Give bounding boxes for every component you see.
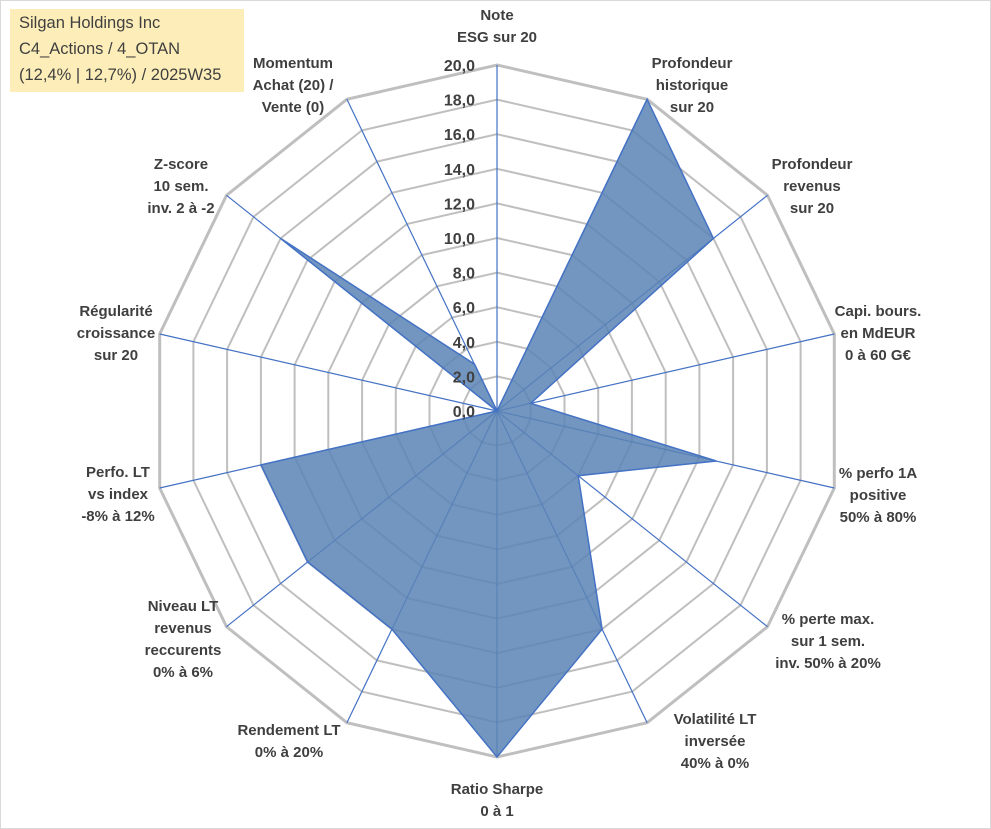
axis-label-line: Achat (20) /: [253, 77, 335, 94]
axis-label: Momentum Achat (20) / Vente (0): [253, 55, 335, 116]
axis-label: Ratio Sharpe 0 à 1: [451, 781, 544, 820]
title-line-period: (12,4% | 12,7%) / 2025W35: [19, 66, 222, 84]
axis-label-line: 40% à 0%: [681, 755, 749, 772]
axis-label-line: 10 sem.: [153, 178, 208, 195]
axis-label: % perte max. sur 1 sem. inv. 50% à 20%: [775, 611, 881, 672]
axis-label: Rendement LT 0% à 20%: [237, 722, 340, 761]
axis-label-line: 0 à 1: [480, 803, 513, 820]
axis-label-line: en MdEUR: [841, 325, 916, 342]
axis-label: Note ESG sur 20: [457, 7, 537, 46]
tick-label: 4,0: [453, 335, 475, 352]
axis-label-line: Z-score: [154, 156, 208, 173]
title-line-company: Silgan Holdings Inc: [19, 14, 161, 32]
tick-label: 16,0: [444, 127, 475, 144]
axis-label-line: inv. 2 à -2: [147, 200, 214, 217]
axis-label-line: revenus: [783, 178, 841, 195]
axis-spoke: [496, 333, 835, 412]
axis-label-line: Profondeur: [772, 156, 853, 173]
tick-label: 14,0: [444, 162, 475, 179]
axis-label-line: sur 20: [670, 99, 714, 116]
axis-label-line: % perte max.: [782, 611, 875, 628]
axis-label-line: historique: [656, 77, 729, 94]
axis-label-line: sur 20: [94, 347, 138, 364]
series-area: [259, 97, 717, 759]
axis-label: Capi. bours. en MdEUR 0 à 60 G€: [835, 303, 922, 364]
axis-label-line: Rendement LT: [237, 722, 340, 739]
axis-label-line: Régularité: [79, 303, 152, 320]
radial-tick-labels: 0,0 2,0 4,0 6,0 8,0 10,0 12,0 14,0 16,0 18,0 20,0: [444, 58, 475, 421]
axis-label-line: positive: [850, 487, 907, 504]
axis-label-line: Vente (0): [262, 99, 325, 116]
axis-label-line: -8% à 12%: [81, 508, 154, 525]
axis-label-line: Note: [480, 7, 513, 24]
axis-label: Profondeur historique sur 20: [652, 55, 733, 116]
axis-label-line: sur 20: [790, 200, 834, 217]
axis-label-line: vs index: [88, 486, 149, 503]
axis-label: Régularité croissance sur 20: [77, 303, 155, 364]
axis-label-line: 0 à 60 G€: [845, 347, 912, 364]
axis-label-line: Capi. bours.: [835, 303, 922, 320]
radar-series: [259, 97, 717, 759]
axis-label-line: 0% à 6%: [153, 664, 213, 681]
axis-label-line: % perfo 1A: [839, 465, 918, 482]
axis-label-line: croissance: [77, 325, 155, 342]
axis-label-line: 50% à 80%: [840, 509, 917, 526]
axis-label-line: Perfo. LT: [86, 464, 150, 481]
axis-label-line: Momentum: [253, 55, 333, 72]
axis-spoke: [159, 333, 498, 412]
tick-label: 10,0: [444, 231, 475, 248]
axis-label: Volatilité LT inversée 40% à 0%: [674, 711, 757, 772]
axis-spoke: [346, 99, 498, 412]
axis-label-line: Ratio Sharpe: [451, 781, 544, 798]
axis-label: Profondeur revenus sur 20: [772, 156, 853, 217]
axis-label-line: inv. 50% à 20%: [775, 655, 881, 672]
axis-label: Z-score 10 sem. inv. 2 à -2: [147, 156, 214, 217]
tick-label: 2,0: [453, 369, 475, 386]
axis-label-line: reccurents: [145, 642, 222, 659]
axis-label: % perfo 1A positive 50% à 80%: [839, 465, 918, 526]
axis-label-line: 0% à 20%: [255, 744, 323, 761]
axis-label-line: Volatilité LT: [674, 711, 757, 728]
title-box: Silgan Holdings Inc C4_Actions / 4_OTAN …: [10, 9, 244, 92]
tick-label: 8,0: [453, 266, 475, 283]
axis-label-line: ESG sur 20: [457, 29, 537, 46]
title-line-category: C4_Actions / 4_OTAN: [19, 40, 181, 58]
axis-labels: Note ESG sur 20 Profondeur historique sur 20…: [77, 7, 922, 820]
tick-label: 6,0: [453, 300, 475, 317]
tick-label: 12,0: [444, 196, 475, 213]
axis-label-line: Niveau LT: [148, 598, 219, 615]
tick-label: 0,0: [453, 404, 475, 421]
axis-label: Perfo. LT vs index -8% à 12%: [81, 464, 154, 525]
tick-label: 20,0: [444, 58, 475, 75]
axis-label-line: revenus: [154, 620, 212, 637]
axis-label-line: Profondeur: [652, 55, 733, 72]
tick-label: 18,0: [444, 93, 475, 110]
axis-label-line: inversée: [685, 733, 746, 750]
axis-label: Niveau LT revenus reccurents 0% à 6%: [145, 598, 222, 681]
axis-label-line: sur 1 sem.: [791, 633, 865, 650]
